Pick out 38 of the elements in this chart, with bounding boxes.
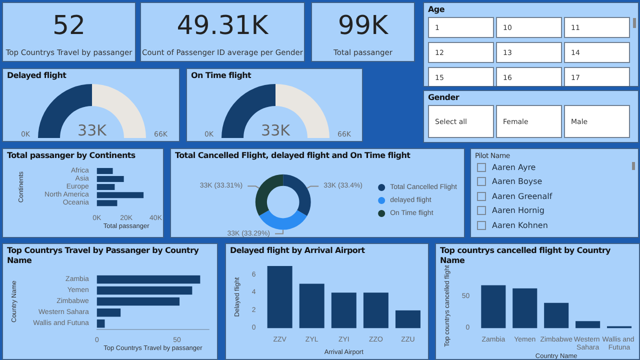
text: Aaren Kohnen	[492, 220, 548, 230]
text: Aaren Ayre	[492, 162, 536, 172]
bar	[96, 192, 144, 198]
bar	[96, 275, 200, 284]
bar	[96, 184, 115, 190]
chart-title: Total passanger by Continents	[7, 151, 136, 161]
bar	[96, 297, 180, 306]
bar	[96, 168, 113, 174]
bar	[512, 288, 538, 328]
bar	[299, 284, 324, 328]
bar	[363, 292, 388, 328]
bar	[544, 302, 569, 328]
chart-title: Delayed flight by Arrival Airport	[230, 246, 366, 256]
chart-title: On Time flight	[191, 71, 252, 81]
chart-title: Top countrys cancelled flight by Country Name	[440, 246, 612, 265]
bar	[96, 176, 124, 182]
text: 33K	[261, 122, 292, 140]
text: 52	[51, 11, 87, 41]
bar	[331, 292, 356, 328]
bar	[96, 308, 121, 317]
text: Aaren Greenalf	[492, 192, 552, 200]
bar	[576, 321, 600, 328]
bar	[481, 285, 506, 328]
text: Gender	[428, 93, 460, 103]
text: 33K	[78, 122, 108, 140]
text: 49.31K	[176, 11, 270, 41]
chart-title: Delayed flight	[7, 71, 68, 81]
bar	[96, 286, 192, 295]
text: Aaren Boyse	[492, 177, 542, 186]
chart-title: Total Cancelled Flight, delayed flight and On Time flight	[175, 151, 412, 161]
bar	[96, 200, 118, 206]
bar	[395, 310, 420, 328]
bar	[96, 319, 105, 328]
text: 99K	[336, 11, 390, 41]
text: Age	[428, 5, 446, 15]
bar	[267, 266, 292, 328]
chart-title: Top Countrys Travel by Passanger by Country Name	[7, 246, 200, 266]
text: Aaren Hornig	[492, 206, 544, 215]
